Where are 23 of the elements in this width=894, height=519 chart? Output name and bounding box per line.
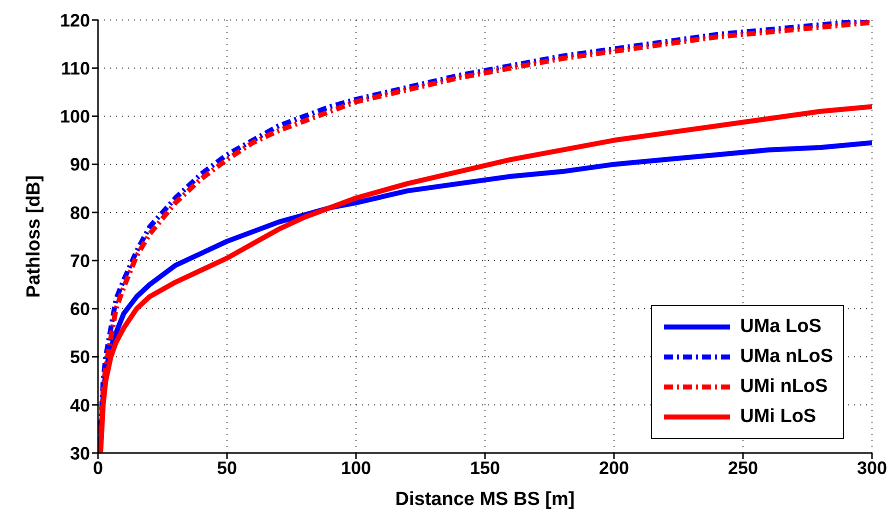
legend-label: UMa LoS <box>740 316 822 338</box>
y-tick-label: 80 <box>70 202 90 223</box>
y-tick-label: 30 <box>70 443 90 464</box>
y-tick-label: 110 <box>60 58 90 78</box>
y-tick-label: 50 <box>70 347 90 368</box>
legend-label: UMi nLoS <box>740 376 828 398</box>
x-tick-label: 200 <box>598 458 630 478</box>
x-tick-label: 300 <box>856 458 888 478</box>
x-tick-label: 50 <box>216 458 238 478</box>
x-tick-label: 150 <box>470 458 500 478</box>
y-axis-title: Pathloss [dB] <box>24 175 45 298</box>
x-tick-label: 0 <box>92 458 104 478</box>
x-axis-title: Distance MS BS [m] <box>395 489 575 510</box>
y-tick-label: 60 <box>70 299 90 320</box>
y-tick-label: 40 <box>70 395 90 416</box>
legend-label: UMi LoS <box>740 406 816 428</box>
y-tick-label: 70 <box>70 250 90 271</box>
y-tick-label: 100 <box>60 106 90 127</box>
x-tick-label: 100 <box>340 458 372 478</box>
y-tick-label: 120 <box>60 10 90 30</box>
x-tick-label: 250 <box>728 458 758 478</box>
legend-label: UMa nLoS <box>740 346 833 368</box>
y-tick-label: 90 <box>70 154 90 175</box>
